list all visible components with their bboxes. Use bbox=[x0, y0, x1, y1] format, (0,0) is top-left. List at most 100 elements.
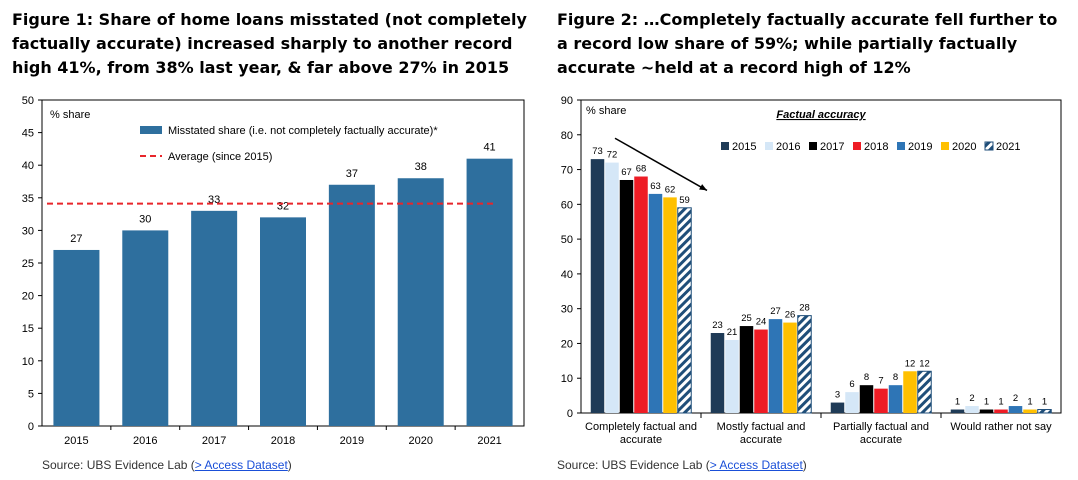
source-label: Source: UBS Evidence Lab ( bbox=[42, 458, 195, 472]
access-dataset-link[interactable]: > Access Dataset bbox=[709, 458, 803, 472]
legend-swatch bbox=[853, 142, 861, 150]
data-label: 8 bbox=[893, 372, 898, 383]
legend-label: 2019 bbox=[908, 141, 932, 153]
y-tick-label: 20 bbox=[22, 291, 34, 303]
data-label: 62 bbox=[665, 184, 676, 195]
data-label: 1 bbox=[998, 397, 1003, 408]
bar bbox=[191, 210, 238, 426]
bar bbox=[1037, 409, 1052, 414]
y-tick-label: 5 bbox=[28, 388, 34, 400]
bar bbox=[1008, 406, 1023, 413]
bar bbox=[739, 326, 754, 413]
bar bbox=[874, 388, 888, 413]
bar bbox=[605, 162, 619, 413]
data-label: 24 bbox=[756, 317, 767, 328]
legend-label: 2016 bbox=[776, 141, 800, 153]
legend-label-average: Average (since 2015) bbox=[168, 151, 272, 163]
x-tick-label: 2017 bbox=[202, 435, 226, 447]
data-label: 12 bbox=[905, 358, 916, 369]
data-label: 27 bbox=[70, 233, 82, 245]
data-label: 30 bbox=[139, 213, 151, 225]
y-tick-label: 40 bbox=[22, 160, 34, 172]
data-label: 72 bbox=[607, 150, 618, 161]
bar bbox=[768, 319, 783, 413]
x-tick-label: 2016 bbox=[133, 435, 157, 447]
y-tick-label: 50 bbox=[22, 95, 34, 107]
bar bbox=[397, 178, 444, 426]
bar bbox=[663, 197, 677, 413]
legend-swatch bbox=[897, 142, 905, 150]
bar bbox=[590, 159, 605, 413]
data-label: 2 bbox=[969, 393, 974, 404]
bar bbox=[888, 385, 903, 413]
bar bbox=[710, 333, 725, 413]
y-tick-label: 60 bbox=[561, 199, 573, 211]
bar bbox=[917, 370, 932, 414]
chart-title: Factual accuracy bbox=[776, 109, 866, 121]
bar bbox=[648, 193, 663, 413]
bar bbox=[53, 249, 100, 426]
legend-swatch-misstated bbox=[140, 126, 162, 134]
x-tick-label: accurate bbox=[620, 434, 662, 446]
legend-swatch bbox=[984, 141, 994, 151]
y-tick-label: 30 bbox=[22, 225, 34, 237]
data-label: 1 bbox=[1027, 397, 1032, 408]
y-tick-label: 0 bbox=[28, 421, 34, 433]
y-tick-label: 25 bbox=[22, 258, 34, 270]
y-tick-label: 45 bbox=[22, 128, 34, 140]
trend-arrow bbox=[614, 137, 708, 192]
bar bbox=[845, 392, 859, 413]
bar bbox=[122, 230, 169, 426]
data-label: 1 bbox=[1042, 397, 1047, 408]
bar bbox=[1023, 409, 1037, 413]
y-tick-label: 10 bbox=[22, 356, 34, 368]
bar bbox=[677, 207, 692, 414]
bar bbox=[634, 176, 648, 413]
bar bbox=[903, 371, 917, 413]
bar bbox=[950, 409, 965, 413]
bar bbox=[859, 385, 874, 413]
legend-swatch bbox=[941, 142, 949, 150]
x-tick-label: accurate bbox=[740, 434, 782, 446]
data-label: 63 bbox=[650, 181, 661, 192]
data-label: 38 bbox=[415, 161, 427, 173]
access-dataset-link[interactable]: > Access Dataset bbox=[194, 458, 288, 472]
y-axis-label: % share bbox=[50, 109, 90, 121]
legend-label: 2015 bbox=[732, 141, 756, 153]
bar bbox=[965, 406, 979, 413]
x-tick-label: Mostly factual and bbox=[717, 421, 806, 433]
y-tick-label: 90 bbox=[561, 95, 573, 107]
bar bbox=[619, 179, 634, 413]
x-tick-label: Completely factual and bbox=[585, 421, 697, 433]
legend-swatch bbox=[809, 142, 817, 150]
data-label: 21 bbox=[727, 327, 738, 338]
figure1-title: Figure 1: Share of home loans misstated … bbox=[12, 10, 527, 77]
source-label: Source: UBS Evidence Lab ( bbox=[557, 458, 710, 472]
data-label: 41 bbox=[483, 142, 495, 154]
y-tick-label: 40 bbox=[561, 269, 573, 281]
figure2-source: Source: UBS Evidence Lab (> Access Datas… bbox=[557, 458, 807, 472]
y-tick-label: 70 bbox=[561, 165, 573, 177]
x-tick-label: 2021 bbox=[477, 435, 501, 447]
bar bbox=[979, 409, 994, 413]
legend-label: 2017 bbox=[820, 141, 844, 153]
y-axis-label: % share bbox=[586, 105, 626, 117]
legend-label: 2018 bbox=[864, 141, 888, 153]
bar bbox=[797, 315, 812, 414]
bar bbox=[466, 158, 513, 426]
data-label: 6 bbox=[849, 379, 854, 390]
x-tick-label: 2019 bbox=[340, 435, 364, 447]
y-tick-label: 30 bbox=[561, 304, 573, 316]
data-label: 28 bbox=[799, 303, 810, 314]
x-tick-label: 2015 bbox=[64, 435, 88, 447]
x-tick-label: 2020 bbox=[408, 435, 432, 447]
data-label: 2 bbox=[1013, 393, 1018, 404]
bar bbox=[783, 322, 797, 413]
y-tick-label: 35 bbox=[22, 193, 34, 205]
data-label: 27 bbox=[770, 306, 781, 317]
y-tick-label: 15 bbox=[22, 323, 34, 335]
data-label: 59 bbox=[679, 195, 690, 206]
source-close: ) bbox=[287, 458, 292, 472]
data-label: 1 bbox=[955, 397, 960, 408]
bar bbox=[830, 402, 845, 413]
